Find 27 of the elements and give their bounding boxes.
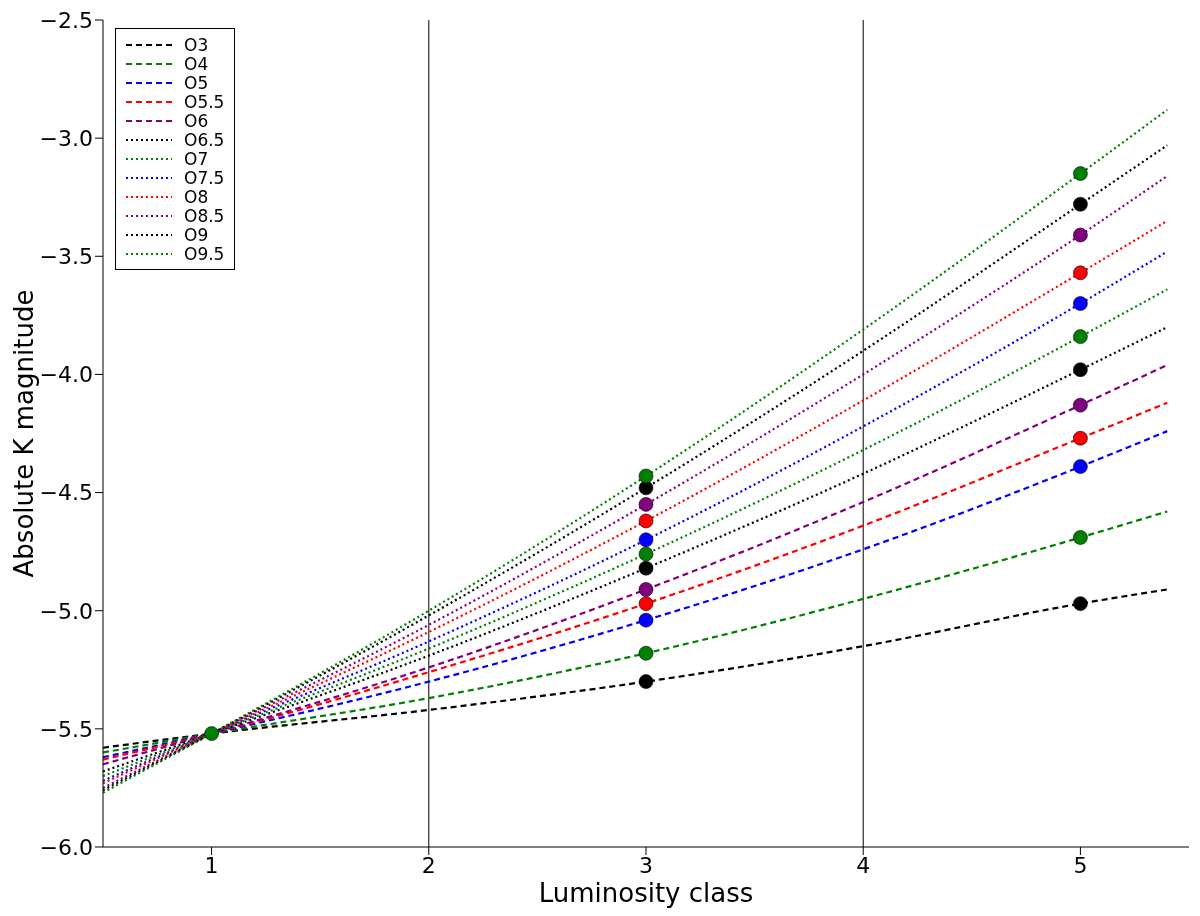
x-tick-label: 5 — [1073, 852, 1088, 878]
legend-label: O4 — [184, 53, 209, 74]
y-tick-label: −4.0 — [39, 362, 93, 388]
x-tick-label: 1 — [204, 852, 219, 878]
legend-label: O3 — [184, 34, 209, 55]
y-tick-label: −5.5 — [39, 716, 93, 742]
y-axis-title: Absolute K magnitude — [9, 289, 39, 578]
x-tick-label: 3 — [639, 852, 653, 878]
y-tick-label: −3.0 — [39, 125, 93, 151]
x-tick-label: 2 — [421, 852, 436, 878]
legend-label: O8 — [184, 186, 209, 207]
legend-label: O5.5 — [184, 91, 225, 112]
x-tick-label: 4 — [856, 852, 871, 878]
y-tick-label: −2.5 — [39, 7, 93, 33]
legend-label: O9 — [184, 224, 209, 245]
legend-label: O5 — [184, 72, 209, 93]
y-tick-label: −3.5 — [39, 244, 93, 270]
legend-label: O8.5 — [184, 205, 225, 226]
legend-label: O6.5 — [184, 129, 225, 150]
y-tick-label: −4.5 — [39, 480, 93, 506]
legend-label: O6 — [184, 110, 209, 131]
x-axis-title: Luminosity class — [538, 878, 754, 908]
y-tick-label: −5.0 — [39, 598, 93, 624]
y-tick-label: −6.0 — [39, 834, 93, 860]
legend-label: O7.5 — [184, 167, 225, 188]
legend-label: O7 — [184, 148, 209, 169]
legend-label: O9.5 — [184, 243, 225, 264]
